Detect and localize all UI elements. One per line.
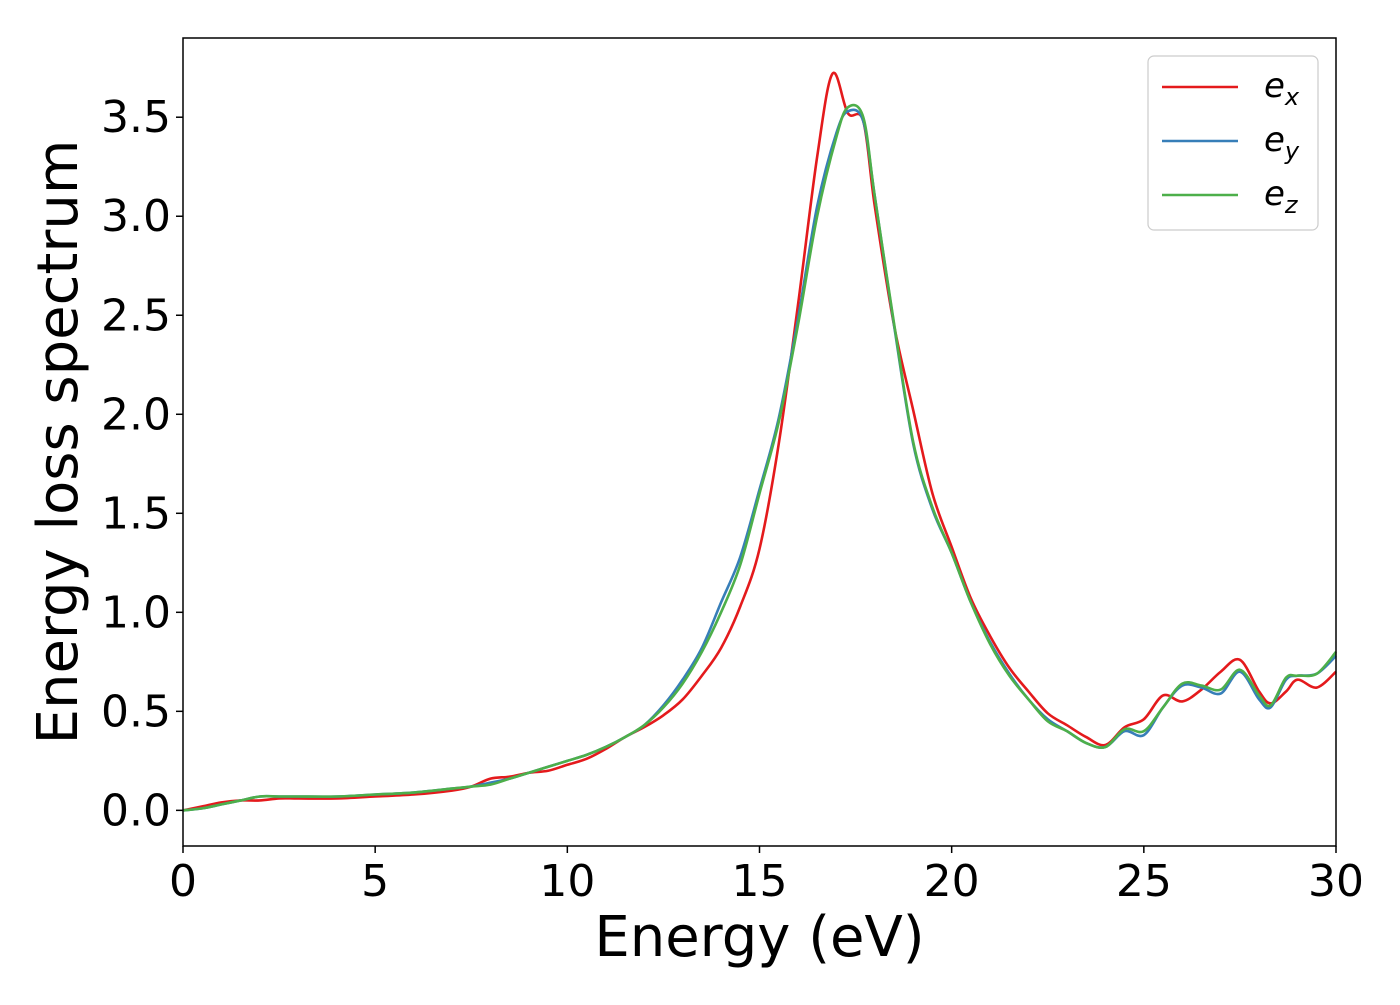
legend-label-y: ey — [1264, 120, 1300, 165]
x-tick-label: 30 — [1308, 856, 1364, 907]
y-tick-label: 3.0 — [101, 191, 171, 242]
series-line-x — [182, 71, 1337, 812]
x-tick-label: 25 — [1116, 856, 1172, 907]
x-tick-label: 0 — [169, 856, 197, 907]
x-tick-label: 15 — [732, 856, 788, 907]
y-axis-title: Energy loss spectrum — [26, 140, 91, 745]
y-tick-label: 2.5 — [101, 290, 171, 341]
plot-background — [183, 38, 1336, 846]
legend-box — [1147, 55, 1319, 231]
y-tick-label: 3.5 — [101, 92, 171, 143]
x-tick-label: 20 — [924, 856, 980, 907]
y-tick-label: 0.0 — [101, 785, 171, 836]
series-layer — [182, 71, 1337, 812]
y-axis-ticks: 0.0 0.5 1.0 1.5 2.0 2.5 3.0 3.5 — [101, 92, 183, 836]
series-line-z — [182, 103, 1337, 812]
x-tick-label: 10 — [539, 856, 595, 907]
y-tick-label: 2.0 — [101, 389, 171, 440]
y-tick-label: 1.5 — [101, 488, 171, 539]
x-axis-ticks: 0 5 10 15 20 25 30 — [169, 846, 1364, 907]
x-axis-title: Energy (eV) — [594, 905, 924, 970]
y-tick-label: 0.5 — [101, 686, 171, 737]
x-tick-label: 5 — [361, 856, 389, 907]
y-tick-label: 1.0 — [101, 587, 171, 638]
